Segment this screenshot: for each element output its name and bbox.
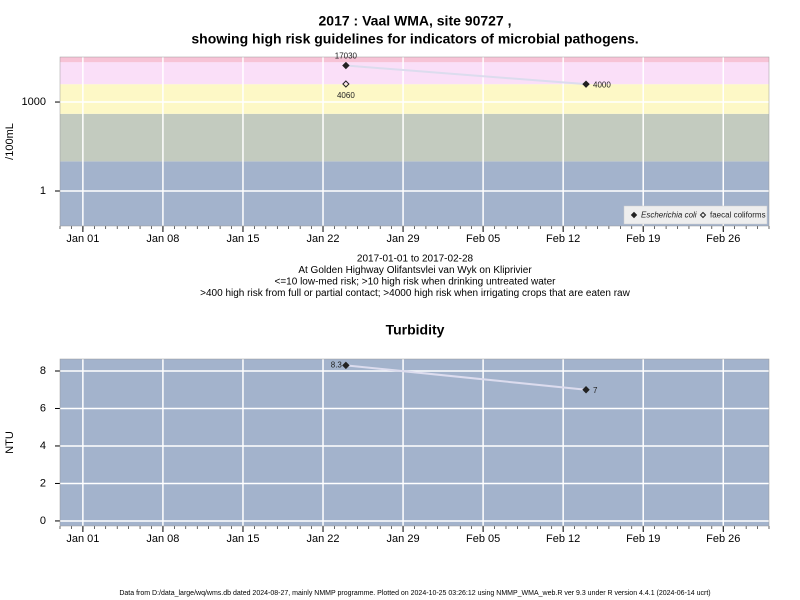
x-tick-label: Jan 01 (66, 233, 99, 245)
x-tick-label: Feb 19 (626, 233, 660, 245)
y-tick-label: 1 (40, 185, 46, 197)
chart-note: 2017-01-01 to 2017-02-28 (357, 254, 474, 265)
data-label: 4000 (593, 80, 611, 89)
risk-band (60, 62, 769, 85)
risk-band (60, 57, 769, 63)
x-tick-label: Jan 15 (226, 233, 259, 245)
plot-frame (59, 56, 770, 227)
x-tick-label: Jan 22 (307, 233, 340, 245)
data-point (342, 80, 350, 88)
y-tick-label: 4 (40, 440, 46, 452)
x-tick-label: Jan 08 (146, 533, 179, 545)
y-axis-label: NTU (4, 431, 16, 454)
data-label: 7 (593, 386, 598, 395)
y-tick-label: 2 (40, 477, 46, 489)
x-tick-label: Feb 12 (546, 233, 580, 245)
data-label: 8.3 (331, 360, 343, 369)
legend-marker (630, 211, 638, 219)
legend-marker (699, 211, 707, 219)
x-tick-label: Feb 05 (466, 533, 500, 545)
chart-title: Turbidity (386, 322, 445, 338)
x-tick-label: Jan 01 (66, 533, 99, 545)
series-line (345, 64, 587, 86)
data-point (342, 361, 350, 370)
data-point (582, 386, 590, 394)
x-tick-label: Jan 22 (307, 533, 340, 545)
x-tick-label: Jan 15 (226, 533, 259, 545)
chart-title: showing high risk guidelines for indicat… (191, 31, 638, 47)
y-tick-label: 1000 (22, 96, 46, 108)
risk-band (60, 113, 769, 162)
data-label: 4060 (337, 91, 355, 100)
y-axis-label: /100mL (4, 123, 16, 160)
chart-note: <=10 low-med risk; >10 high risk when dr… (275, 277, 557, 288)
risk-band (60, 359, 769, 526)
y-tick-label: 0 (40, 515, 46, 527)
legend-box (623, 205, 768, 225)
risk-band (60, 84, 769, 114)
data-point (582, 80, 590, 88)
chart-note: >400 high risk from full or partial cont… (200, 288, 630, 299)
data-label: 17030 (335, 52, 358, 61)
x-tick-label: Feb 05 (466, 233, 500, 245)
x-tick-label: Feb 19 (626, 533, 660, 545)
x-tick-label: Jan 08 (146, 233, 179, 245)
x-tick-label: Jan 29 (387, 233, 420, 245)
series-line (345, 364, 587, 391)
y-tick-label: 8 (40, 365, 46, 377)
legend-label: Escherichia coli (641, 211, 697, 220)
y-tick-label: 6 (40, 402, 46, 414)
x-tick-label: Feb 26 (706, 233, 740, 245)
x-tick-label: Feb 26 (706, 533, 740, 545)
x-tick-label: Feb 12 (546, 533, 580, 545)
legend-label: faecal coliforms (710, 211, 766, 220)
x-tick-label: Jan 29 (387, 533, 420, 545)
chart-title: 2017 : Vaal WMA, site 90727 , (319, 13, 512, 29)
data-point (342, 61, 350, 70)
footer: Data from D:/data_large/wq/wms.db dated … (119, 590, 710, 597)
chart-note: At Golden Highway Olifantsvlei van Wyk o… (298, 265, 532, 276)
plot-frame (59, 358, 770, 527)
